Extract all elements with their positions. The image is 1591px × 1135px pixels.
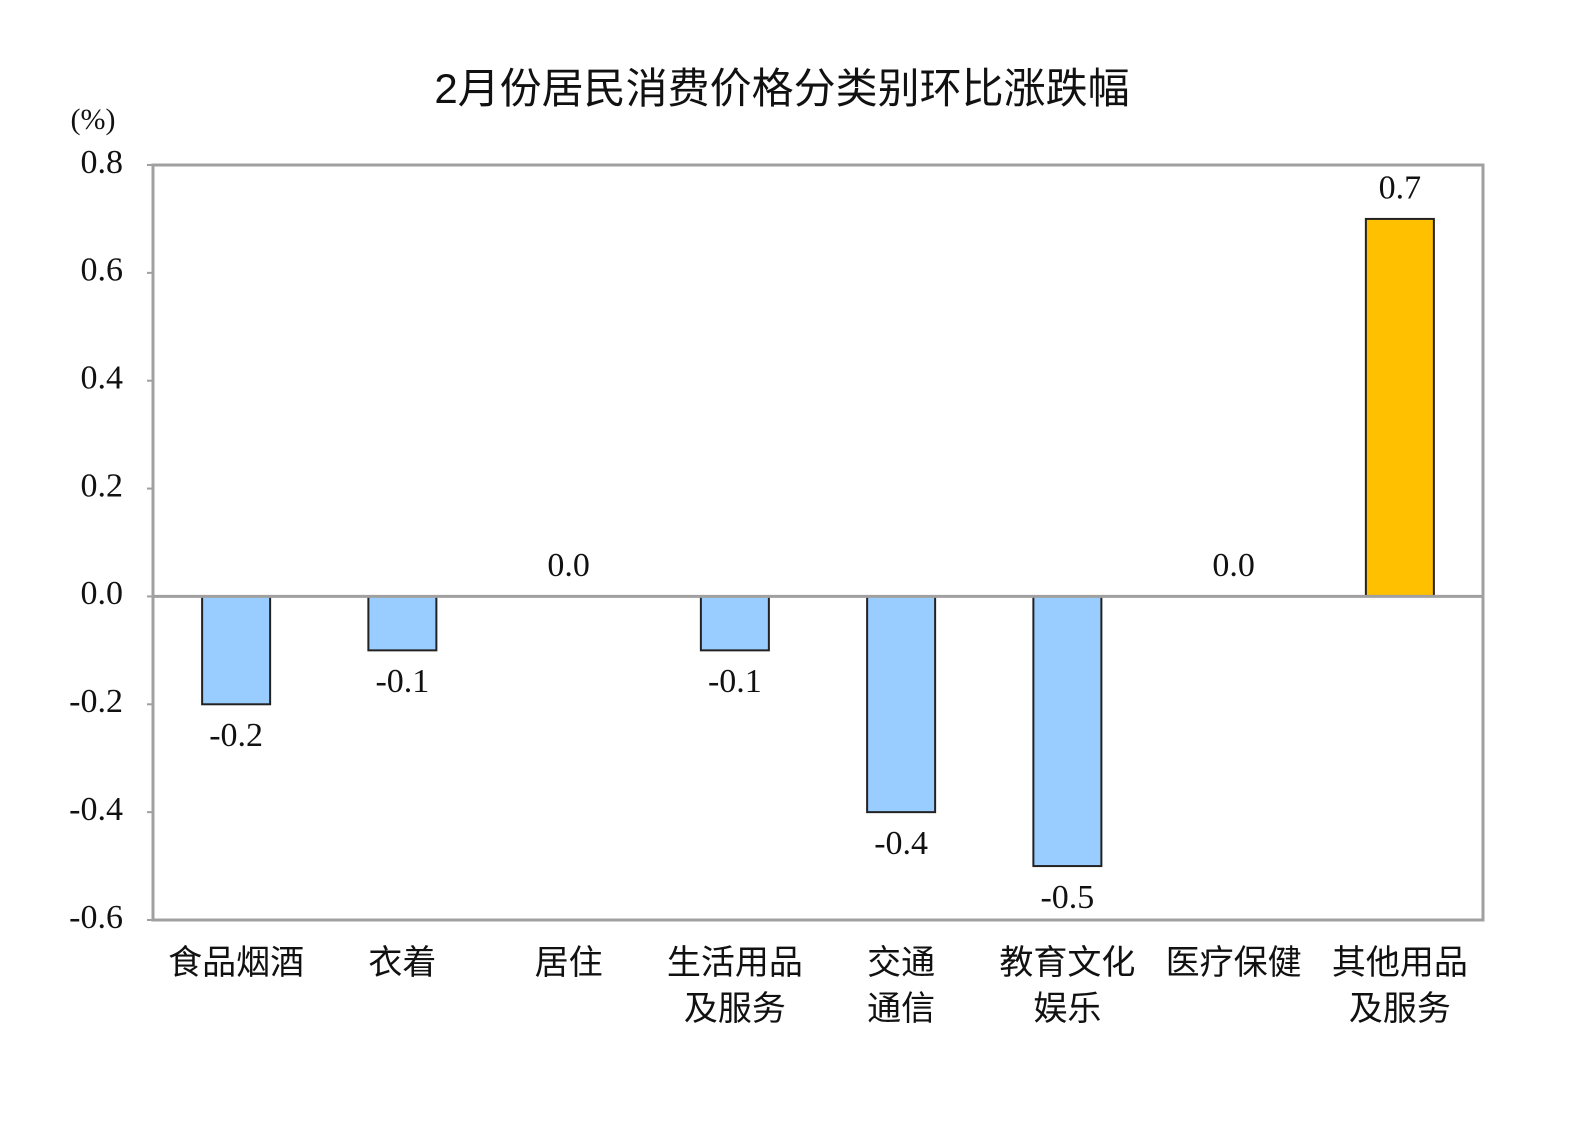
x-tick-label: 交通 通信 (867, 944, 936, 1028)
bar (367, 595, 438, 652)
x-tick-label: 其他用品 及服务 (1331, 944, 1468, 1028)
data-label: 0.0 (1212, 547, 1255, 584)
data-label: 0.7 (1379, 170, 1422, 207)
x-tick-label: 医疗保健 (1165, 944, 1302, 982)
x-tick-label: 教育文化 娱乐 (999, 944, 1136, 1028)
y-tick-label: 0.0 (81, 575, 124, 612)
data-label: -0.1 (708, 663, 762, 700)
bar (1032, 595, 1103, 868)
data-label: -0.2 (209, 717, 263, 754)
bar (201, 595, 272, 706)
y-tick-label: 0.6 (81, 252, 124, 289)
x-tick-label: 生活用品 及服务 (666, 944, 803, 1028)
data-label: -0.4 (874, 825, 928, 862)
x-tick-label: 食品烟酒 (168, 944, 305, 982)
plot-frame (151, 163, 1485, 922)
chart-title: 2月份居民消费价格分类别环比涨跌幅 (434, 65, 1129, 112)
x-tick-label: 衣着 (368, 944, 437, 982)
y-tick-label: 0.2 (81, 467, 124, 504)
data-label: -0.1 (375, 663, 429, 700)
y-axis-label: (%) (71, 103, 116, 136)
x-tick-label: 居住 (534, 944, 603, 982)
y-tick-label: -0.4 (69, 791, 123, 828)
data-label: -0.5 (1040, 879, 1094, 916)
y-tick-label: 0.8 (81, 144, 124, 181)
y-tick-label: -0.2 (69, 683, 123, 720)
y-tick-label: -0.6 (69, 899, 123, 936)
bar (866, 595, 937, 814)
data-label: 0.0 (547, 547, 590, 584)
bar (1364, 217, 1435, 598)
y-tick-label: 0.4 (81, 360, 124, 397)
bar (699, 595, 770, 652)
